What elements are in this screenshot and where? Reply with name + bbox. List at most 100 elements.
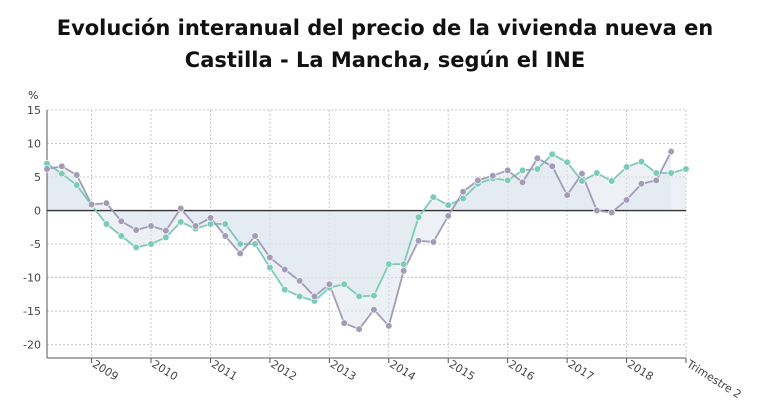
series-2-point	[58, 162, 66, 170]
series-1-point	[578, 177, 586, 185]
series-1-point	[518, 166, 527, 174]
series-2-point	[206, 214, 215, 222]
x-tick-label: 2013	[328, 358, 359, 384]
series-2-point	[325, 280, 333, 288]
y-tick-label: -10	[23, 272, 41, 285]
series-1-point	[251, 240, 259, 248]
series-2-point	[102, 199, 111, 207]
y-tick-label: 10	[27, 138, 41, 151]
series-1-point	[340, 280, 348, 288]
series-2-area	[47, 151, 672, 330]
series-1-point	[221, 220, 229, 228]
series-2-point	[147, 222, 155, 230]
series-2-point	[429, 238, 437, 246]
series-2-point	[652, 176, 660, 184]
series-points	[43, 147, 690, 333]
series-2-point	[177, 204, 185, 213]
series-1-point	[355, 292, 363, 300]
chart-title: Evolución interanual del precio de la vi…	[0, 12, 770, 76]
series-1-point	[296, 292, 304, 300]
series-1-point	[147, 240, 155, 248]
series-2-point	[578, 170, 586, 178]
series-1-point	[177, 218, 185, 226]
series-2-point	[192, 222, 200, 230]
series-1-point	[385, 260, 393, 268]
y-tick-label: 5	[34, 171, 41, 184]
series-1-point	[117, 232, 125, 240]
series-area-fills	[47, 151, 686, 330]
x-tick-label: 2016	[506, 358, 537, 384]
y-tick-label: 15	[27, 104, 41, 117]
series-2-point	[73, 171, 81, 179]
x-tick-label: 2009	[90, 358, 121, 384]
series-1-point	[637, 158, 646, 166]
y-tick-label: 0	[34, 205, 41, 218]
series-2-point	[221, 232, 229, 240]
series-1-point	[563, 158, 571, 166]
series-2-point	[251, 232, 259, 240]
series-1-point	[414, 213, 423, 221]
series-1-point	[281, 286, 289, 294]
series-1-point	[608, 177, 616, 185]
y-tick-label: -15	[23, 305, 41, 318]
x-tick-label: 2011	[209, 358, 240, 384]
series-2-point	[310, 292, 319, 300]
series-1-point	[682, 165, 690, 173]
series-2-point	[637, 180, 646, 188]
series-1-point	[162, 233, 170, 241]
y-tick-label: -20	[23, 339, 41, 352]
x-tick-label: 2012	[268, 358, 299, 384]
series-1-point	[102, 220, 111, 228]
series-1-point	[73, 181, 81, 189]
series-1-point	[459, 194, 467, 203]
series-1-point	[504, 176, 512, 184]
series-2-point	[518, 178, 527, 186]
series-2-point	[43, 165, 51, 173]
series-1-point	[236, 240, 244, 248]
series-1-point	[593, 169, 601, 177]
series-1-point	[652, 169, 660, 177]
series-2-point	[459, 188, 467, 196]
series-2-point	[385, 322, 393, 330]
series-2-point	[117, 217, 125, 225]
series-2-point	[504, 166, 512, 174]
series-2-point	[563, 191, 571, 199]
series-1-point	[370, 292, 378, 300]
series-1-point	[622, 163, 631, 171]
series-1-point	[58, 170, 66, 178]
series-1-point	[132, 243, 140, 252]
series-2-point	[548, 162, 556, 170]
series-2-point	[474, 176, 482, 184]
series-2-point	[608, 208, 616, 217]
series-2-point	[400, 267, 408, 275]
series-2-point	[444, 212, 452, 220]
series-2-point	[533, 154, 542, 162]
series-2-point	[132, 226, 140, 234]
x-tick-label: 2017	[566, 358, 597, 384]
series-1-point	[429, 193, 437, 201]
x-tick-label: 2014	[387, 358, 418, 384]
axes	[46, 110, 687, 363]
series-2-point	[667, 147, 675, 156]
series-2-point	[87, 200, 96, 209]
series-2-point	[414, 237, 423, 245]
series-2-point	[370, 306, 378, 314]
chart-title-line-1: Evolución interanual del precio de la vi…	[56, 16, 714, 40]
grid	[47, 109, 687, 358]
series-2-point	[355, 325, 363, 333]
x-tick-label: 2018	[625, 358, 656, 384]
x-tick-label: 2010	[149, 358, 180, 384]
series-1-point	[533, 165, 542, 173]
series-2-point	[593, 206, 601, 215]
x-tick-label: 2015	[447, 358, 478, 384]
series-1-point	[206, 220, 215, 228]
series-1-point	[266, 263, 274, 272]
chart-title-line-2: Castilla - La Mancha, según el INE	[184, 48, 586, 72]
series-2-point	[236, 249, 244, 258]
y-tick-label: -5	[30, 238, 41, 251]
series-2-point	[489, 172, 497, 180]
series-2-point	[162, 227, 170, 235]
series-2-point	[296, 277, 304, 285]
y-axis-unit-label: %	[28, 89, 38, 102]
